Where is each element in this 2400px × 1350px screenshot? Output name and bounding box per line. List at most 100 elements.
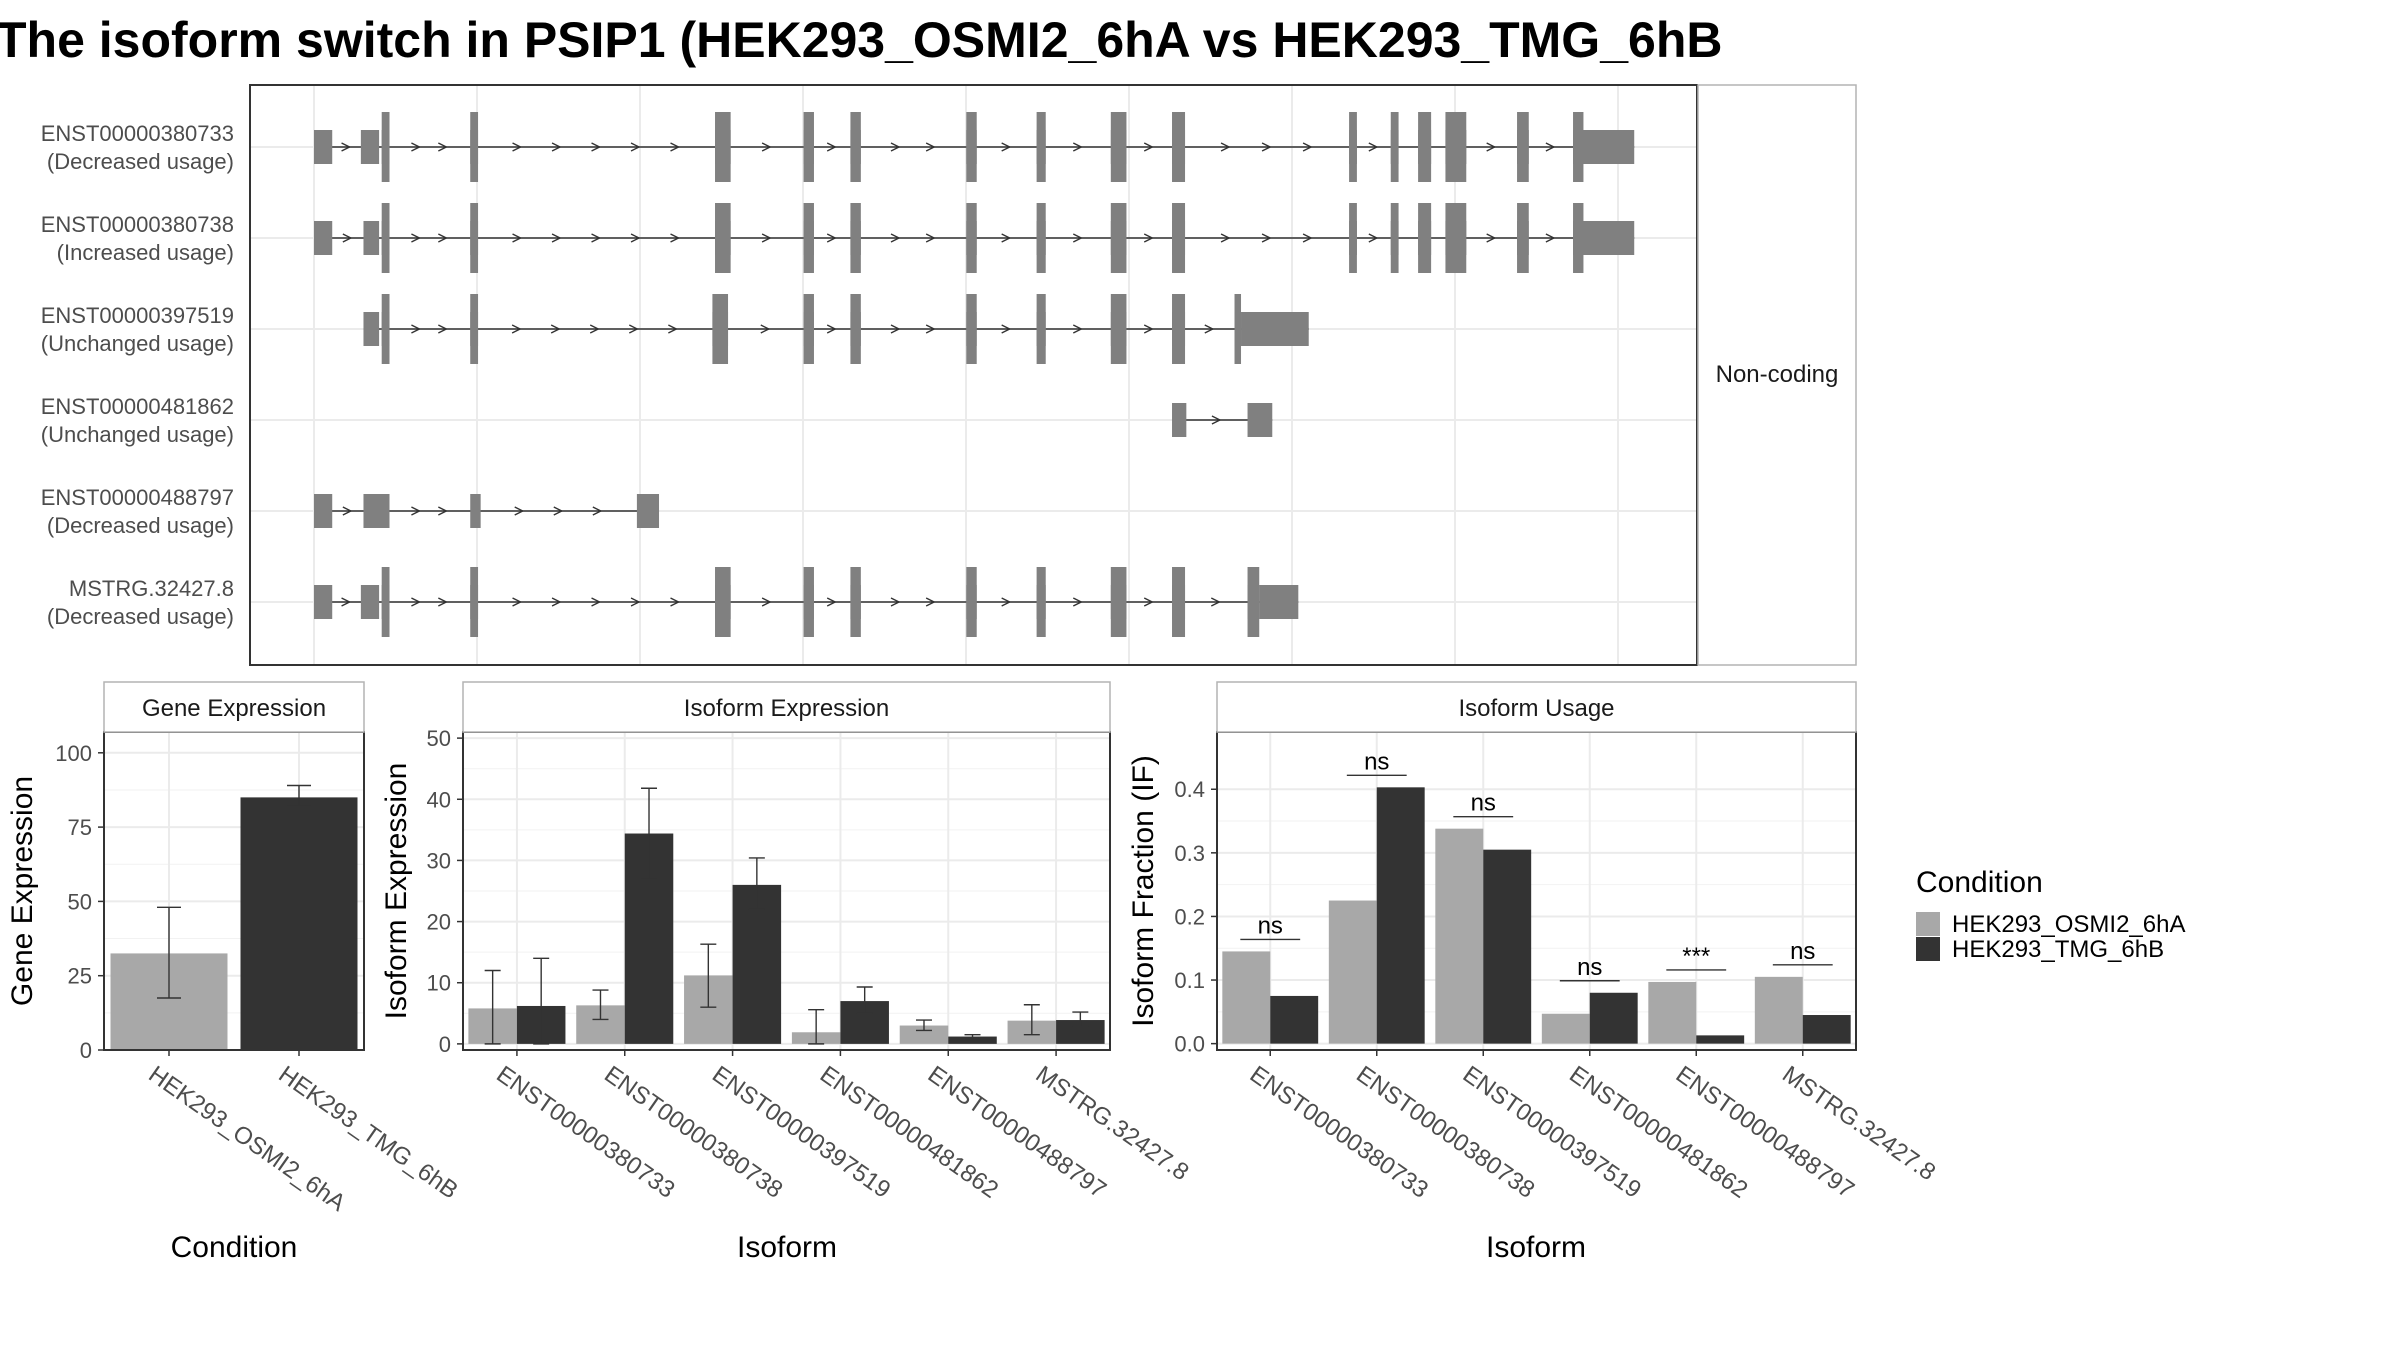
y-tick-label: 30 [427,848,451,873]
legend-title: Condition [1916,866,2043,899]
direction-arrow [1261,233,1272,243]
coding-exon-block [1445,203,1467,273]
significance-label: *** [1682,943,1710,970]
direction-arrow [1143,597,1154,607]
coding-exon-block [1110,112,1127,182]
bar [1376,787,1425,1044]
coding-exon-block [1418,112,1432,182]
coding-exon-block [803,294,814,364]
coding-exon-block [470,567,479,637]
y-tick-label: 25 [68,964,92,989]
direction-arrow [670,597,681,607]
coding-exon-block [470,294,479,364]
direction-arrow [1210,597,1221,607]
bar [948,1036,997,1044]
direction-arrow [826,233,837,243]
exon-block [363,221,380,255]
direction-arrow [890,324,901,334]
coding-exon-block [1036,294,1046,364]
coding-exon-block [1445,112,1467,182]
direction-arrow [591,597,602,607]
direction-arrow [341,142,352,152]
direction-arrow [1302,142,1313,152]
direction-arrow [551,233,562,243]
direction-arrow [1001,324,1012,334]
transcript-usage-label: (Decreased usage) [47,513,234,538]
direction-arrow [1368,233,1379,243]
direction-arrow [1143,142,1154,152]
direction-arrow [1220,233,1231,243]
y-tick-label: 0 [80,1038,92,1063]
coding-exon-block [1110,294,1127,364]
legend-item-label: HEK293_OSMI2_6hA [1952,911,2185,938]
coding-exon-block [850,112,861,182]
direction-arrow [890,233,901,243]
coding-exon-block [1418,203,1432,273]
coding-exon-block [470,203,479,273]
direction-arrow [514,506,525,516]
y-tick-label: 0.1 [1174,968,1205,993]
coding-exon-block [1517,203,1529,273]
exon-block [470,494,481,528]
legend-item-label: HEK293_TMG_6hB [1952,936,2164,963]
panel-title: Isoform Expression [684,695,889,722]
direction-arrow [630,233,641,243]
transcript-id-label: ENST00000380733 [41,121,234,146]
significance-label: ns [1364,748,1389,775]
coding-exon-block [715,112,731,182]
exon-block [314,585,333,619]
y-tick-label: 0.2 [1174,904,1205,929]
y-axis-label: Gene Expression [6,776,39,1006]
transcript-id-label: ENST00000488797 [41,485,234,510]
significance-label: ns [1258,912,1283,939]
coding-exon-block [470,112,479,182]
coding-exon-block [1349,203,1357,273]
direction-arrow [925,597,936,607]
coding-exon-block [381,294,390,364]
transcript-row: MSTRG.32427.8 (Decreased usage) [47,567,1299,637]
direction-arrow [411,324,421,334]
bar [1648,981,1697,1044]
exon-block [1172,403,1187,437]
transcript-id-label: MSTRG.32427.8 [69,576,234,601]
exon-block [314,221,333,255]
bar [1222,951,1271,1044]
coding-exon-block [966,203,977,273]
direction-arrow [826,324,837,334]
direction-arrow [925,233,936,243]
legend-swatch [1916,912,1940,936]
exon-block [360,585,380,619]
y-tick-label: 50 [427,726,451,751]
direction-arrow [411,233,421,243]
coding-exon-block [1390,112,1399,182]
x-tick-label: ENST00000380738 [599,1061,787,1204]
direction-arrow [1486,142,1497,152]
direction-arrow [438,233,448,243]
transcript-id-label: ENST00000380738 [41,212,234,237]
exon-block [1241,312,1309,346]
direction-arrow [630,597,641,607]
direction-arrow [1211,415,1222,425]
x-tick-label: ENST00000488797 [923,1061,1111,1204]
direction-arrow [341,597,352,607]
direction-arrow [1001,233,1012,243]
direction-arrow [826,597,837,607]
exon-block [1259,585,1299,619]
direction-arrow [553,506,564,516]
legend-swatch [1916,937,1940,961]
direction-arrow [826,142,837,152]
y-tick-label: 40 [427,787,451,812]
coding-exon-block [1172,112,1186,182]
direction-arrow [670,233,681,243]
coding-exon-block [803,112,814,182]
direction-arrow [890,597,901,607]
direction-arrow [1486,233,1497,243]
transcript-usage-label: (Decreased usage) [47,604,234,629]
coding-exon-block [1234,294,1242,364]
direction-arrow [925,142,936,152]
direction-arrow [925,324,936,334]
x-tick-label: ENST00000380733 [491,1061,679,1204]
facet-strip [1216,681,1857,733]
direction-arrow [342,506,353,516]
